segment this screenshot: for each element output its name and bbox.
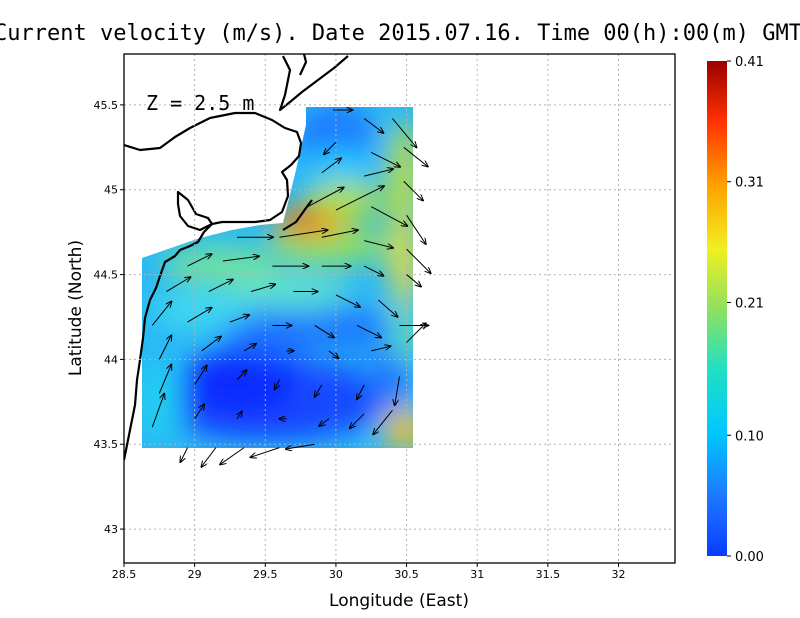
velocity-vectors	[151, 110, 431, 467]
coastline-west	[124, 111, 303, 461]
colorbar-tick-label: 0.00	[735, 550, 764, 565]
colorbar	[707, 61, 727, 556]
velocity-arrow	[158, 365, 171, 394]
velocity-arrow	[371, 346, 390, 352]
velocity-arrow	[158, 335, 171, 360]
colorbar-ticks: 0.00 0.10 0.21 0.31 0.41	[727, 55, 764, 565]
velocity-arrow	[222, 256, 259, 262]
x-tick-label: 32	[611, 568, 625, 581]
velocity-arrow	[237, 412, 242, 420]
velocity-arrow	[406, 274, 421, 287]
coastline	[124, 54, 349, 461]
grid	[124, 54, 675, 563]
velocity-arrow	[403, 180, 423, 200]
y-tick-label: 44	[104, 353, 118, 366]
x-tick-label: 31.5	[536, 568, 561, 581]
velocity-arrow	[363, 118, 383, 132]
x-axis: 28.5 29 29.5 30 30.5 31 31.5 32	[112, 563, 625, 581]
velocity-arrow	[286, 443, 315, 449]
velocity-arrow	[151, 301, 171, 326]
y-axis: 43 43.5 44 44.5 45 45.5	[94, 99, 124, 536]
velocity-arrow	[251, 284, 275, 293]
velocity-arrow	[373, 409, 393, 434]
x-tick-label: 31	[470, 568, 484, 581]
velocity-arrow	[319, 418, 330, 426]
velocity-arrow	[321, 230, 358, 238]
velocity-arrow	[220, 447, 245, 465]
velocity-arrow	[406, 248, 431, 273]
velocity-arrow	[406, 323, 426, 343]
velocity-arrow	[324, 141, 337, 154]
velocity-arrow	[377, 299, 397, 317]
velocity-arrow	[151, 394, 164, 428]
velocity-arrow	[229, 315, 249, 323]
velocity-arrow	[194, 366, 207, 386]
velocity-arrow	[314, 325, 334, 337]
velocity-arrow	[364, 169, 393, 177]
velocity-arrow	[356, 325, 381, 337]
x-tick-label: 28.5	[112, 568, 137, 581]
velocity-arrow	[395, 376, 400, 405]
velocity-arrow	[371, 151, 400, 166]
y-tick-label: 45	[104, 184, 118, 197]
velocity-arrow	[187, 254, 212, 267]
velocity-arrow	[166, 277, 190, 292]
colorbar-tick-label: 0.10	[735, 429, 764, 444]
velocity-arrow	[307, 188, 344, 208]
velocity-arrow	[187, 308, 212, 323]
velocity-arrow	[392, 118, 416, 147]
coastline-delta	[282, 199, 313, 231]
coastline-north-spit	[299, 54, 308, 76]
velocity-arrow	[251, 447, 280, 458]
y-tick-label: 44.5	[94, 269, 119, 282]
velocity-arrow	[328, 350, 339, 358]
x-tick-label: 29	[188, 568, 202, 581]
velocity-arrow	[243, 344, 256, 352]
velocity-arrow	[194, 404, 205, 420]
velocity-arrow	[364, 240, 393, 248]
coastline-north	[278, 55, 349, 112]
x-tick-label: 29.5	[253, 568, 278, 581]
y-tick-label: 43	[104, 523, 118, 536]
velocity-arrow	[335, 294, 360, 307]
velocity-arrow	[180, 447, 189, 462]
x-tick-label: 30.5	[394, 568, 419, 581]
velocity-arrow	[279, 230, 327, 238]
velocity-arrow	[335, 186, 384, 211]
y-tick-label: 45.5	[94, 99, 119, 112]
velocity-arrow	[357, 384, 365, 399]
depth-label: Z = 2.5 m	[146, 91, 254, 115]
colorbar-tick-label: 0.21	[735, 296, 764, 311]
velocity-arrow	[236, 370, 247, 381]
velocity-arrow	[201, 447, 217, 467]
plot-frame	[123, 53, 676, 564]
velocity-arrow	[208, 280, 233, 292]
velocity-arrow	[371, 206, 407, 226]
colorbar-tick-label: 0.41	[735, 55, 764, 70]
velocity-arrow	[321, 158, 341, 174]
velocity-arrow	[406, 214, 426, 244]
y-tick-label: 43.5	[94, 438, 119, 451]
velocity-arrow	[201, 337, 221, 352]
velocity-arrow	[403, 146, 428, 166]
coastline-lagoon	[176, 190, 214, 232]
velocity-arrow	[315, 384, 323, 397]
colorbar-tick-label: 0.31	[735, 176, 764, 191]
y-axis-label: Latitude (North)	[66, 240, 86, 376]
chart-title: Current velocity (m/s). Date 2015.07.16.…	[0, 21, 800, 46]
velocity-arrow	[363, 265, 383, 276]
velocity-arrow	[350, 413, 365, 428]
x-axis-label: Longitude (East)	[329, 591, 469, 611]
velocity-arrow	[275, 379, 280, 390]
x-tick-label: 30	[329, 568, 343, 581]
